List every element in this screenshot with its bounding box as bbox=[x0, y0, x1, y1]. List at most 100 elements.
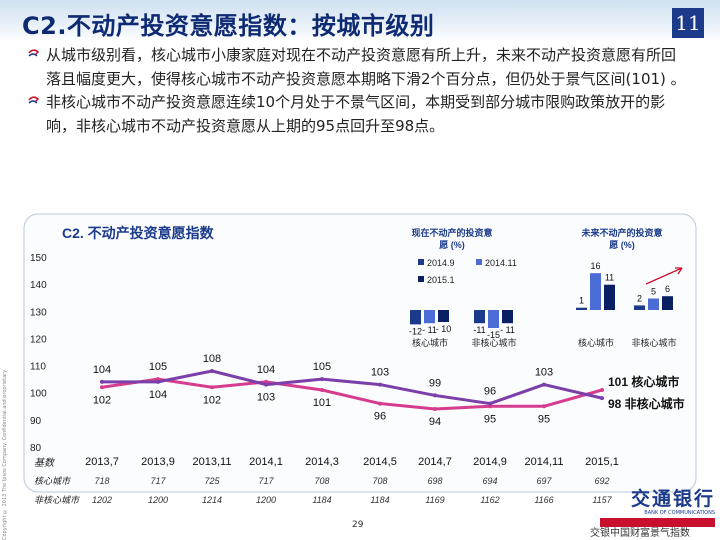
inset-bar bbox=[488, 310, 499, 328]
inset-bar bbox=[576, 307, 587, 310]
table-cell: 698 bbox=[427, 476, 442, 486]
data-label: 105 bbox=[149, 361, 167, 373]
data-label: 95 bbox=[484, 413, 496, 425]
inset-bar-label: -15 bbox=[487, 330, 500, 340]
table-cell: 708 bbox=[372, 476, 387, 486]
inset-bar-label: - 10 bbox=[436, 324, 452, 334]
table-row-label: 核心城市 bbox=[34, 476, 72, 486]
inset-bar bbox=[474, 310, 485, 324]
brand-english-name: BANK OF COMMUNICATIONS bbox=[644, 510, 715, 516]
inset-bar bbox=[424, 310, 435, 324]
table-cell: 1162 bbox=[480, 495, 499, 505]
legend-label: 2015.1 bbox=[427, 275, 455, 285]
data-label: 99 bbox=[429, 377, 441, 389]
data-point bbox=[542, 382, 546, 387]
x-category-label: 2015,1 bbox=[585, 456, 619, 468]
data-point bbox=[378, 382, 382, 387]
data-point bbox=[378, 401, 382, 406]
inset-bar-label: - 11 bbox=[500, 325, 515, 335]
legend-label: 2014.11 bbox=[485, 258, 517, 268]
y-tick-label: 120 bbox=[30, 334, 47, 345]
data-point bbox=[433, 393, 437, 398]
inset-title: 未来不动产的投资意 bbox=[580, 227, 662, 238]
inset-bar bbox=[634, 305, 645, 310]
inset-group-label: 非核心城市 bbox=[471, 337, 516, 348]
brand-strip bbox=[600, 518, 715, 527]
table-cell: 1166 bbox=[534, 495, 553, 505]
data-label: 102 bbox=[203, 394, 221, 406]
inset-bar bbox=[410, 310, 421, 325]
data-point bbox=[210, 369, 214, 373]
base-table: 基数 2013,7 2013,9 2013,11 2014,1 2014,3 2014,5 2… bbox=[34, 456, 619, 505]
table-header-label: 基数 bbox=[34, 457, 56, 469]
inset-bar-label: 6 bbox=[665, 284, 670, 294]
inset-bar bbox=[604, 284, 615, 310]
bullet-arrow-icon bbox=[28, 96, 39, 104]
data-label: 103 bbox=[535, 367, 553, 379]
table-cell: 1157 bbox=[592, 495, 612, 505]
y-tick-label: 140 bbox=[30, 280, 47, 291]
brand-name: 交通银行 bbox=[630, 488, 715, 510]
inset-title: 现在不动产的投资意 bbox=[411, 227, 492, 238]
footer-page-number: 29 bbox=[352, 520, 364, 530]
inset-bar-label: 2 bbox=[637, 293, 642, 303]
data-point bbox=[488, 401, 492, 406]
table-cell: 1169 bbox=[425, 495, 444, 505]
legend-swatch bbox=[418, 259, 424, 265]
inset-bar-label: 11 bbox=[605, 273, 614, 283]
data-label: 108 bbox=[203, 353, 221, 365]
inset-group-label: 核心城市 bbox=[578, 337, 614, 348]
header-band bbox=[0, 0, 720, 42]
data-label: 101 bbox=[313, 397, 331, 409]
data-point bbox=[320, 388, 324, 392]
inset-group-label: 非核心城市 bbox=[631, 337, 676, 348]
table-cell: 725 bbox=[204, 476, 220, 486]
table-cell: 1202 bbox=[92, 495, 112, 505]
inset-bar bbox=[438, 310, 449, 322]
trend-arrow-head bbox=[675, 267, 683, 275]
data-label: 103 bbox=[257, 392, 275, 404]
legend-label: 2014.9 bbox=[427, 258, 455, 268]
chart-frame bbox=[23, 213, 697, 493]
x-category-label: 2014,7 bbox=[418, 456, 452, 468]
y-tick-label: 90 bbox=[30, 416, 42, 427]
investment-index-chart: C2. 不动产投资意愿指数 80 90 100 110 120 130 140 150 现在不… bbox=[23, 213, 697, 505]
table-cell: 708 bbox=[314, 476, 329, 486]
data-point bbox=[210, 385, 214, 390]
data-label: 95 bbox=[538, 413, 550, 425]
x-category-label: 2014,1 bbox=[249, 456, 283, 468]
inset-bar bbox=[502, 310, 513, 324]
data-point bbox=[320, 377, 324, 382]
data-label: 94 bbox=[429, 416, 441, 428]
data-label: 96 bbox=[484, 386, 496, 398]
table-cell: 1200 bbox=[148, 495, 168, 505]
inset-bar-label: 5 bbox=[651, 287, 656, 297]
data-label: 105 bbox=[313, 361, 331, 373]
x-category-label: 2014,11 bbox=[525, 456, 564, 468]
y-tick-label: 130 bbox=[30, 307, 47, 318]
y-axis: 80 90 100 110 120 130 140 150 bbox=[30, 253, 47, 454]
x-category-label: 2013,11 bbox=[193, 456, 232, 468]
x-category-label: 2013,9 bbox=[141, 456, 175, 468]
inset-title: 愿 (%) bbox=[609, 240, 635, 250]
table-row-label: 非核心城市 bbox=[34, 495, 81, 505]
data-point bbox=[433, 407, 437, 411]
series-end-labels: 101 核心城市 98 非核心城市 bbox=[608, 374, 685, 411]
data-point bbox=[100, 379, 104, 384]
y-tick-label: 150 bbox=[30, 253, 47, 264]
table-cell: 697 bbox=[536, 476, 552, 486]
bullet-arrow-icon bbox=[28, 49, 39, 57]
inset-bar-label: 16 bbox=[590, 261, 600, 271]
data-label: 104 bbox=[257, 364, 275, 376]
bullet-list: 从城市级别看，核心城市小康家庭对现在不动产投资意愿有所上升，未来不动产投资意愿有… bbox=[28, 44, 688, 138]
table-cell: 718 bbox=[94, 476, 109, 486]
x-category-label: 2014,3 bbox=[305, 456, 339, 468]
x-category-label: 2014,9 bbox=[473, 456, 507, 468]
series-lines: 102 105 102 104 101 96 94 95 95 104 104 108 103 105 10… bbox=[93, 353, 604, 428]
data-label: 103 bbox=[371, 367, 389, 379]
page-title: C2.不动产投资意愿指数：按城市级别 bbox=[22, 12, 435, 40]
inset-title: 愿 (%) bbox=[439, 240, 465, 250]
x-category-label: 2014,5 bbox=[363, 456, 397, 468]
data-point bbox=[600, 396, 604, 401]
trend-arrow bbox=[645, 267, 683, 285]
